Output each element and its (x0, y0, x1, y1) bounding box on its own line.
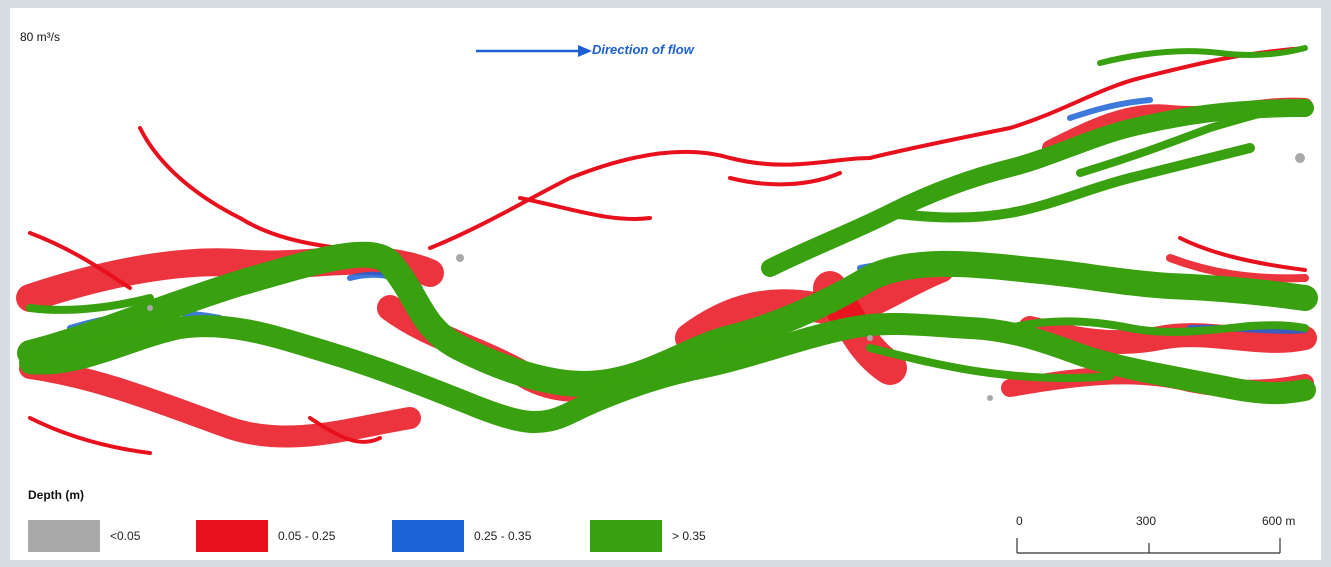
legend-label: > 0.35 (672, 529, 706, 543)
legend-swatch (196, 520, 268, 552)
legend-title: Depth (m) (28, 488, 84, 502)
flow-direction-arrow-icon (476, 45, 592, 57)
flow-direction-label: Direction of flow (592, 42, 694, 57)
scale-label-300: 300 (1136, 514, 1157, 528)
river-depth-map (16, 45, 1318, 455)
legend-swatch (28, 520, 100, 552)
legend-label: 0.05 - 0.25 (278, 529, 336, 543)
scale-label-600: 600 m (1262, 514, 1296, 528)
scale-label-0: 0 (1016, 514, 1023, 528)
very-shallow-grey (147, 153, 1305, 401)
scale-bar (1016, 538, 1281, 554)
legend-label: <0.05 (110, 529, 141, 543)
discharge-label: 80 m³/s (20, 30, 61, 44)
legend-label: 0.25 - 0.35 (474, 529, 532, 543)
deep-green-channels (17, 45, 1318, 434)
legend-swatch (590, 520, 662, 552)
legend-swatch (392, 520, 464, 552)
